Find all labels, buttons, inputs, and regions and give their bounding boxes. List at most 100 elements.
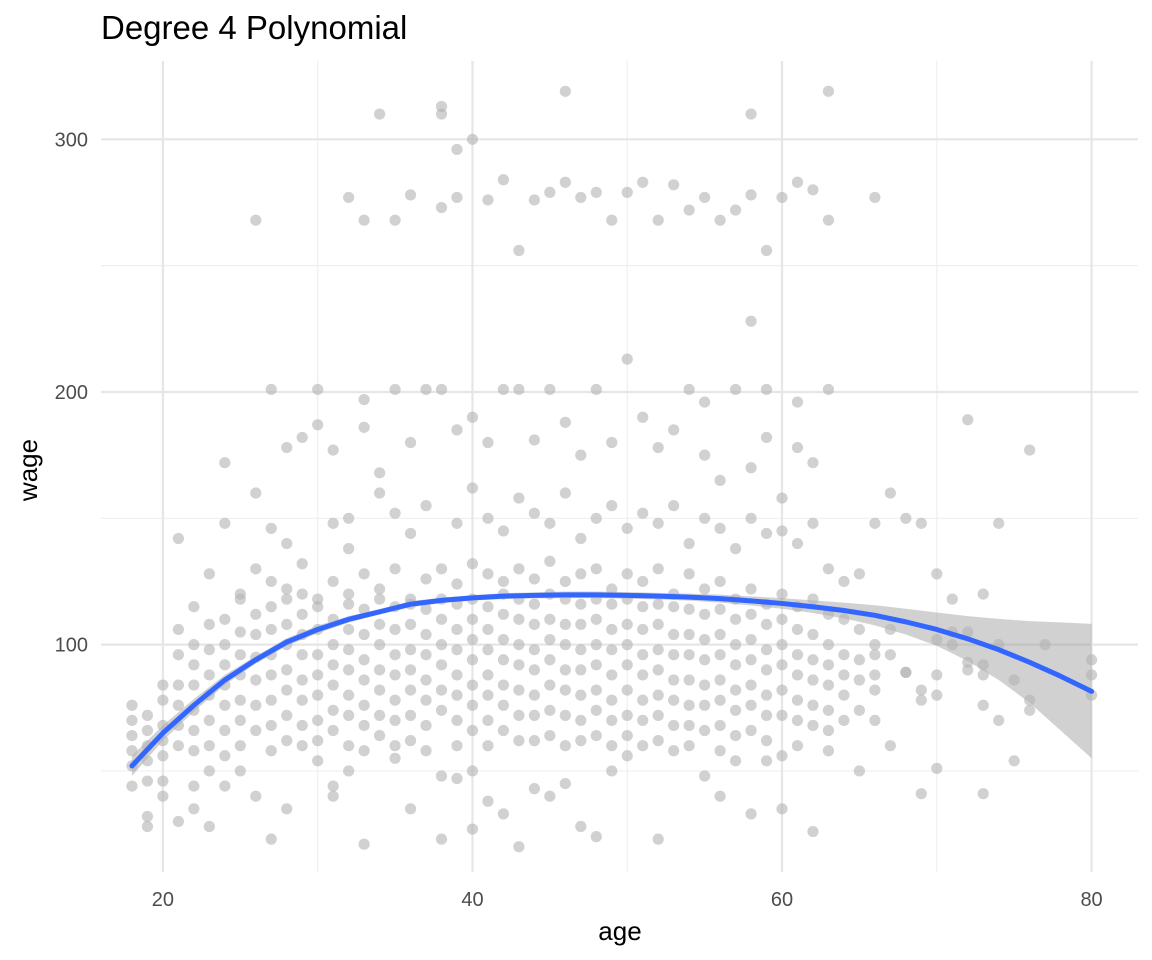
scatter-point	[745, 608, 757, 620]
scatter-point	[281, 593, 293, 605]
scatter-point	[637, 623, 649, 636]
fit-line-layer	[129, 592, 1095, 769]
scatter-point	[435, 770, 448, 782]
scatter-point	[497, 525, 510, 537]
scatter-point	[1085, 669, 1098, 681]
scatter-point	[466, 613, 479, 625]
scatter-point	[760, 383, 773, 396]
scatter-point	[590, 729, 602, 742]
scatter-point	[652, 563, 664, 575]
scatter-point	[606, 644, 618, 656]
scatter-point	[915, 684, 927, 696]
scatter-point	[606, 740, 618, 752]
scatter-point	[389, 752, 401, 764]
scatter-point	[853, 568, 866, 580]
scatter-point	[575, 618, 587, 631]
scatter-point	[791, 714, 804, 727]
scatter-point	[188, 724, 200, 737]
scatter-point	[420, 573, 432, 585]
scatter-point	[776, 803, 788, 815]
scatter-point	[621, 639, 633, 651]
scatter-point	[962, 664, 974, 676]
scatter-point	[590, 704, 602, 716]
scatter-point	[822, 724, 835, 737]
scatter-point	[575, 449, 587, 461]
scatter-point	[683, 603, 695, 615]
scatter-point	[219, 780, 231, 792]
scatter-point	[219, 517, 231, 529]
scatter-point	[621, 186, 633, 198]
scatter-point	[358, 214, 370, 226]
scatter-point	[157, 750, 169, 762]
scatter-point	[466, 482, 479, 494]
scatter-point	[327, 659, 339, 671]
scatter-point	[389, 740, 401, 752]
scatter-point	[652, 644, 664, 656]
fit-line	[129, 592, 1095, 769]
scatter-point	[822, 563, 835, 575]
scatter-point	[250, 608, 262, 620]
scatter-point	[776, 659, 788, 671]
scatter-point	[528, 618, 540, 631]
scatter-point	[327, 575, 339, 588]
scatter-point	[853, 765, 866, 777]
scatter-point	[637, 714, 649, 727]
scatter-point	[374, 709, 386, 721]
scatter-point	[219, 699, 231, 711]
scatter-point	[296, 608, 308, 620]
scatter-point	[466, 633, 479, 646]
scatter-point	[528, 644, 540, 656]
scatter-point	[404, 803, 417, 815]
scatter-point	[389, 214, 401, 226]
scatter-point	[126, 745, 138, 757]
scatter-point	[668, 424, 680, 436]
scatter-point	[126, 714, 138, 727]
scatter-point	[451, 143, 463, 156]
scatter-point	[652, 689, 664, 701]
scatter-point	[699, 396, 711, 408]
scatter-point	[420, 719, 432, 732]
scatter-point	[281, 441, 293, 454]
scatter-point	[869, 684, 881, 696]
scatter-point	[497, 608, 510, 620]
scatter-point	[389, 623, 401, 636]
scatter-point	[435, 201, 448, 214]
scatter-point	[157, 775, 169, 787]
scatter-point	[497, 575, 510, 588]
scatter-point	[807, 517, 819, 529]
scatter-point	[760, 755, 773, 767]
scatter-point	[714, 522, 726, 535]
scatter-point	[172, 623, 184, 636]
scatter-point	[528, 735, 540, 747]
scatter-point	[668, 500, 680, 512]
scatter-point	[637, 669, 649, 681]
scatter-point	[126, 699, 138, 711]
scatter-point	[482, 436, 494, 449]
scatter-point	[544, 729, 556, 742]
scatter-point	[234, 593, 246, 605]
scatter-point	[683, 740, 695, 752]
scatter-point	[869, 714, 881, 727]
scatter-point	[884, 740, 896, 752]
scatter-point	[374, 729, 386, 742]
x-tick-label: 80	[1080, 889, 1102, 911]
scatter-point	[265, 601, 277, 613]
scatter-point	[497, 699, 510, 711]
scatter-point	[637, 740, 649, 752]
scatter-point	[358, 745, 370, 757]
scatter-point	[575, 820, 587, 833]
scatter-point	[838, 649, 850, 661]
scatter-point	[606, 694, 618, 706]
scatter-point	[404, 709, 417, 721]
scatter-point	[482, 669, 494, 681]
scatter-point	[575, 644, 587, 656]
scatter-point	[281, 618, 293, 631]
scatter-point	[668, 601, 680, 613]
scatter-point	[420, 628, 432, 641]
scatter-point	[559, 684, 571, 696]
scatter-point	[699, 699, 711, 711]
scatter-point	[435, 563, 448, 575]
scatter-point	[172, 815, 184, 828]
scatter-point	[435, 684, 448, 696]
scatter-point	[853, 623, 866, 636]
